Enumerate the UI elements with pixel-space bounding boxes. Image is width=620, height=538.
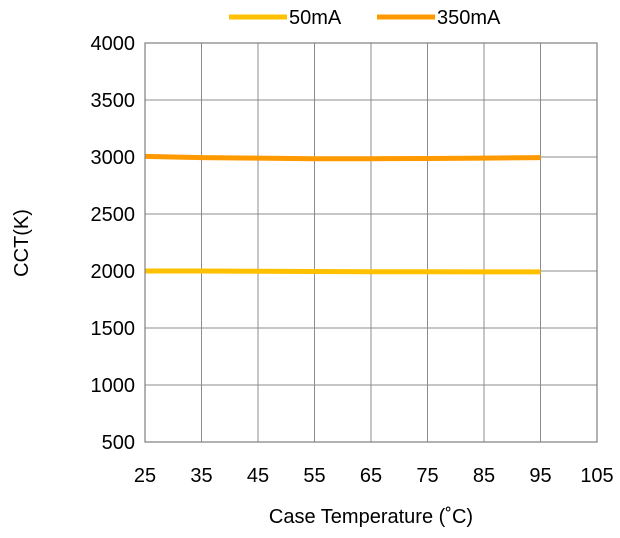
- x-tick-label: 105: [580, 465, 613, 487]
- grid: [145, 43, 597, 442]
- y-axis-ticks: 500 1000 1500 2000 2500 3000 3500 4000: [91, 33, 136, 454]
- x-axis-ticks: 25 35 45 55 65 75 85 95 105: [134, 465, 614, 487]
- series-line-50mA: [145, 268, 541, 275]
- x-tick-label: 55: [303, 465, 325, 487]
- y-tick-label: 2500: [91, 204, 136, 226]
- x-tick-label: 95: [529, 465, 551, 487]
- y-tick-label: 2000: [91, 261, 136, 283]
- plot-frame: [144, 42, 598, 443]
- x-tick-label: 45: [247, 465, 269, 487]
- legend-item-50mA: 50mA: [229, 7, 342, 29]
- series-layer: [144, 153, 541, 275]
- y-tick-label: 1000: [91, 375, 136, 397]
- legend-label: 50mA: [289, 7, 342, 29]
- x-tick-label: 25: [134, 465, 156, 487]
- series-line-350mA: [144, 153, 541, 162]
- legend-item-350mA: 350mA: [377, 7, 501, 29]
- legend-label: 350mA: [437, 7, 501, 29]
- legend: 50mA 350mA: [229, 7, 501, 29]
- y-tick-label: 500: [102, 432, 135, 454]
- y-axis-label: CCT(K): [11, 209, 33, 277]
- y-tick-label: 3000: [91, 147, 136, 169]
- x-tick-label: 75: [416, 465, 438, 487]
- x-tick-label: 65: [360, 465, 382, 487]
- y-tick-label: 4000: [91, 33, 136, 55]
- x-axis-label: Case Temperature (˚C): [269, 506, 473, 528]
- x-tick-label: 35: [190, 465, 212, 487]
- x-tick-label: 85: [473, 465, 495, 487]
- y-tick-label: 3500: [91, 90, 136, 112]
- plot-area-border: [144, 42, 598, 443]
- y-tick-label: 1500: [91, 318, 136, 340]
